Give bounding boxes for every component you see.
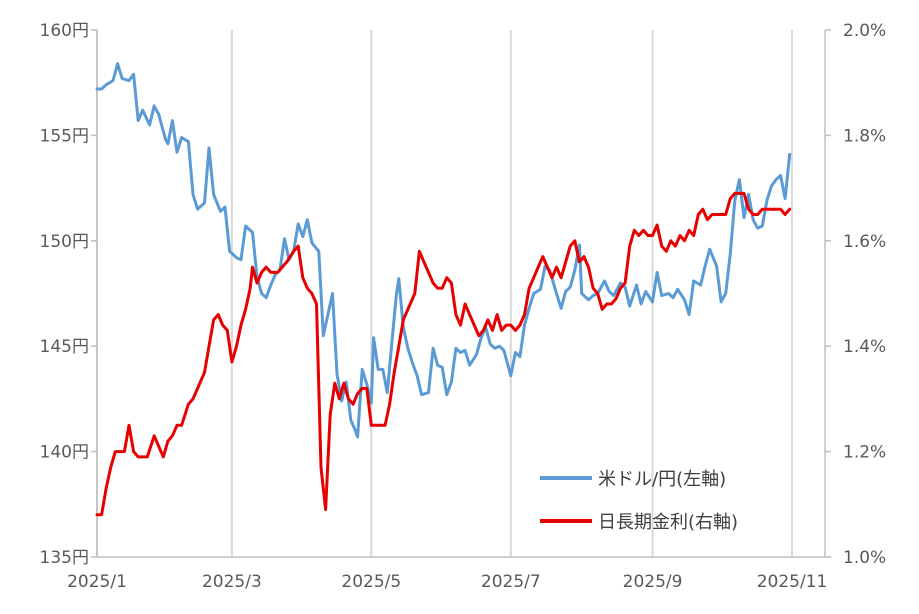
x-tick-label: 2025/5	[341, 572, 401, 592]
left-tick-label: 155円	[40, 126, 89, 146]
x-tick-label: 2025/1	[67, 572, 127, 592]
x-tick-label: 2025/7	[481, 572, 541, 592]
right-tick-label: 1.2%	[843, 443, 886, 463]
right-tick-label: 1.0%	[843, 548, 886, 568]
x-axis-ticks: 2025/1 2025/3 2025/5 2025/7 2025/9 2025/11	[67, 572, 827, 592]
usd-jpy-line	[95, 62, 792, 439]
jgb-yield-line	[95, 191, 792, 517]
left-tick-label: 160円	[40, 21, 89, 41]
right-axis-ticks: 1.0% 1.2% 1.4% 1.6% 1.8% 2.0%	[825, 21, 886, 568]
x-tick-label: 2025/9	[623, 572, 683, 592]
x-tick-label: 2025/11	[757, 572, 828, 592]
right-tick-label: 2.0%	[843, 21, 886, 41]
left-axis-ticks: 135円 140円 145円 150円 155円 160円	[40, 21, 97, 568]
series-lines	[95, 62, 792, 517]
legend-label: 米ドル/円(左軸)	[598, 469, 726, 490]
left-tick-label: 140円	[40, 443, 89, 463]
right-tick-label: 1.6%	[843, 232, 886, 252]
right-tick-label: 1.8%	[843, 126, 886, 146]
left-tick-label: 135円	[40, 548, 89, 568]
left-tick-label: 150円	[40, 232, 89, 252]
axes	[96, 30, 826, 558]
legend: 米ドル/円(左軸) 日長期金利(右軸)	[540, 469, 738, 533]
right-tick-label: 1.4%	[843, 337, 886, 357]
legend-label: 日長期金利(右軸)	[598, 512, 738, 533]
left-tick-label: 145円	[40, 337, 89, 357]
x-tick-label: 2025/3	[202, 572, 262, 592]
